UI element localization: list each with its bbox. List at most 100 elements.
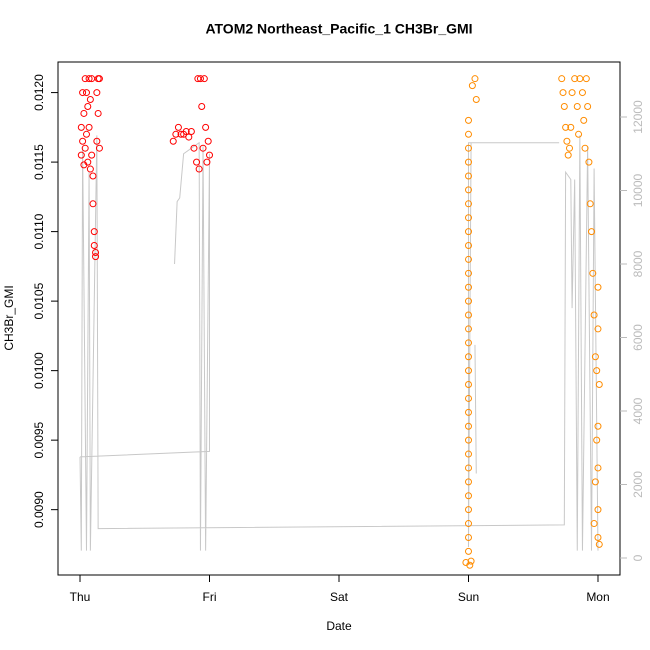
point [92, 253, 100, 261]
y2-tick-label: 10000 [631, 173, 645, 207]
point [584, 102, 592, 110]
y-tick-label: 0.0110 [32, 213, 46, 249]
point [84, 158, 92, 166]
line [79, 135, 599, 551]
point [89, 172, 97, 180]
point [182, 128, 190, 136]
point [94, 109, 102, 117]
point [86, 165, 94, 173]
plot-frame [57, 61, 621, 576]
point [81, 144, 89, 152]
y2-tick-label: 12000 [631, 100, 645, 134]
point [467, 557, 475, 565]
point [77, 151, 85, 159]
point [464, 464, 472, 472]
point [564, 151, 572, 159]
point [582, 75, 590, 83]
point [575, 130, 583, 138]
y-tick-label: 0.0115 [32, 144, 46, 180]
point [573, 102, 581, 110]
point [200, 75, 208, 83]
point [464, 311, 472, 319]
point [464, 547, 472, 555]
point [464, 255, 472, 263]
point [190, 144, 198, 152]
point [203, 158, 211, 166]
point [464, 394, 472, 402]
x-axis-label: Date [326, 619, 352, 633]
point [568, 89, 576, 97]
x-tick-label: Thu [70, 590, 91, 604]
point [585, 158, 593, 166]
point [86, 96, 94, 104]
point [464, 492, 472, 500]
x-tick-label: Sun [458, 590, 479, 604]
point [464, 325, 472, 333]
point [79, 137, 87, 145]
point [578, 89, 586, 97]
point [95, 144, 103, 152]
point [563, 137, 571, 145]
point [464, 367, 472, 375]
point [85, 75, 93, 83]
point [79, 89, 87, 97]
y2-tick-label: 6000 [631, 324, 645, 351]
y-tick-label: 0.0100 [32, 352, 46, 389]
point [565, 144, 573, 152]
point [93, 89, 101, 97]
point [586, 200, 594, 208]
point [89, 200, 97, 208]
point [204, 137, 212, 145]
point [82, 130, 90, 138]
point [594, 533, 602, 541]
point [174, 123, 182, 131]
y2-tick-label: 4000 [631, 397, 645, 424]
point [88, 151, 96, 159]
point [594, 422, 602, 430]
point [464, 214, 472, 222]
point [77, 123, 85, 131]
point [591, 478, 599, 486]
point [198, 102, 206, 110]
point [591, 353, 599, 361]
point [464, 228, 472, 236]
y-axis-label: CH3Br_GMI [2, 285, 16, 350]
point [464, 353, 472, 361]
point [464, 339, 472, 347]
point [593, 367, 601, 375]
point [580, 116, 588, 124]
point [595, 540, 603, 548]
x-tick-label: Fri [203, 590, 217, 604]
point [464, 533, 472, 541]
point [468, 82, 476, 90]
point [90, 242, 98, 250]
point [92, 248, 100, 256]
point [558, 75, 566, 83]
y-tick-label: 0.0120 [32, 74, 46, 111]
point [471, 75, 479, 83]
point [472, 96, 480, 104]
point [594, 464, 602, 472]
point [464, 269, 472, 277]
point [82, 89, 90, 97]
point [464, 200, 472, 208]
point [464, 116, 472, 124]
point [581, 144, 589, 152]
point [590, 520, 598, 528]
point [464, 520, 472, 528]
x-tick-label: Sat [330, 590, 349, 604]
point [464, 381, 472, 389]
point [595, 381, 603, 389]
y2-tick-label: 8000 [631, 250, 645, 277]
point [589, 269, 597, 277]
point [169, 137, 177, 145]
point [594, 325, 602, 333]
point [464, 242, 472, 250]
y2-tick-label: 0 [631, 554, 645, 561]
point [593, 436, 601, 444]
point [185, 133, 193, 141]
point [464, 422, 472, 430]
point [464, 283, 472, 291]
point [560, 102, 568, 110]
point [594, 283, 602, 291]
